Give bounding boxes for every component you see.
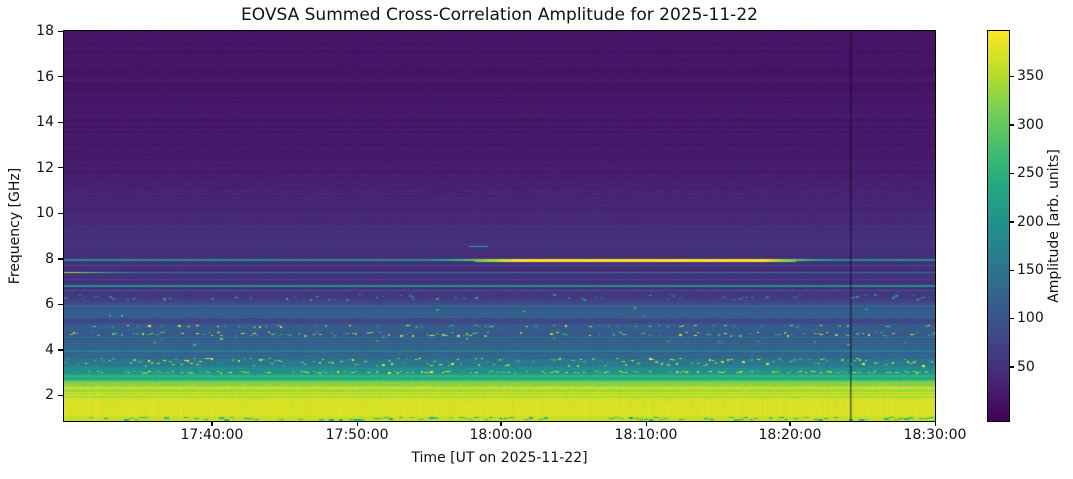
x-tick-label: 18:10:00 bbox=[614, 427, 678, 443]
colorbar-label: Amplitude [arb. units] bbox=[1046, 149, 1062, 303]
y-tick-label: 12 bbox=[36, 159, 54, 176]
y-tick bbox=[58, 212, 63, 215]
y-tick bbox=[58, 303, 63, 306]
x-tick-label: 17:50:00 bbox=[325, 427, 389, 443]
x-tick bbox=[645, 421, 647, 426]
x-tick bbox=[934, 421, 936, 426]
y-tick bbox=[58, 76, 63, 78]
x-tick bbox=[789, 421, 791, 426]
y-tick bbox=[58, 167, 63, 169]
colorbar-tick bbox=[1010, 317, 1014, 320]
colorbar-tick bbox=[1010, 221, 1014, 223]
spectrogram-heatmap bbox=[64, 31, 935, 421]
chart-title: EOVSA Summed Cross-Correlation Amplitude… bbox=[241, 5, 758, 25]
y-tick-label: 4 bbox=[45, 341, 54, 358]
y-tick-label: 2 bbox=[45, 387, 54, 404]
colorbar-tick bbox=[1010, 124, 1014, 126]
colorbar-tick-label: 250 bbox=[1017, 165, 1044, 182]
y-tick-label: 8 bbox=[45, 250, 54, 267]
y-tick bbox=[58, 394, 63, 397]
colorbar-tick bbox=[1010, 75, 1014, 78]
x-tick bbox=[211, 421, 213, 426]
colorbar-tick-label: 150 bbox=[1017, 262, 1044, 279]
y-tick bbox=[58, 349, 63, 351]
colorbar-gradient bbox=[988, 31, 1009, 421]
colorbar-tick-label: 50 bbox=[1017, 358, 1035, 375]
colorbar-tick bbox=[1010, 366, 1014, 368]
y-tick bbox=[58, 258, 63, 260]
y-tick-label: 16 bbox=[36, 68, 54, 85]
colorbar bbox=[987, 30, 1010, 422]
y-tick-label: 14 bbox=[36, 114, 54, 131]
colorbar-tick-label: 350 bbox=[1017, 68, 1044, 85]
x-tick-label: 18:30:00 bbox=[903, 427, 967, 443]
x-tick-label: 17:40:00 bbox=[180, 427, 244, 443]
colorbar-tick bbox=[1010, 172, 1014, 175]
x-axis-label: Time [UT on 2025-11-22] bbox=[411, 450, 588, 466]
colorbar-tick-label: 200 bbox=[1017, 213, 1044, 230]
colorbar-tick-label: 100 bbox=[1017, 310, 1044, 327]
y-tick bbox=[58, 121, 63, 123]
x-tick-label: 18:20:00 bbox=[758, 427, 822, 443]
x-tick-label: 18:00:00 bbox=[469, 427, 533, 443]
y-tick bbox=[58, 30, 63, 32]
x-tick bbox=[500, 421, 502, 426]
plot-area bbox=[63, 30, 936, 422]
y-tick-label: 6 bbox=[45, 296, 54, 313]
y-tick-label: 18 bbox=[36, 23, 54, 39]
x-tick bbox=[356, 421, 358, 426]
colorbar-tick bbox=[1010, 269, 1014, 271]
colorbar-tick-label: 300 bbox=[1017, 116, 1044, 133]
y-tick-label: 10 bbox=[36, 205, 54, 222]
